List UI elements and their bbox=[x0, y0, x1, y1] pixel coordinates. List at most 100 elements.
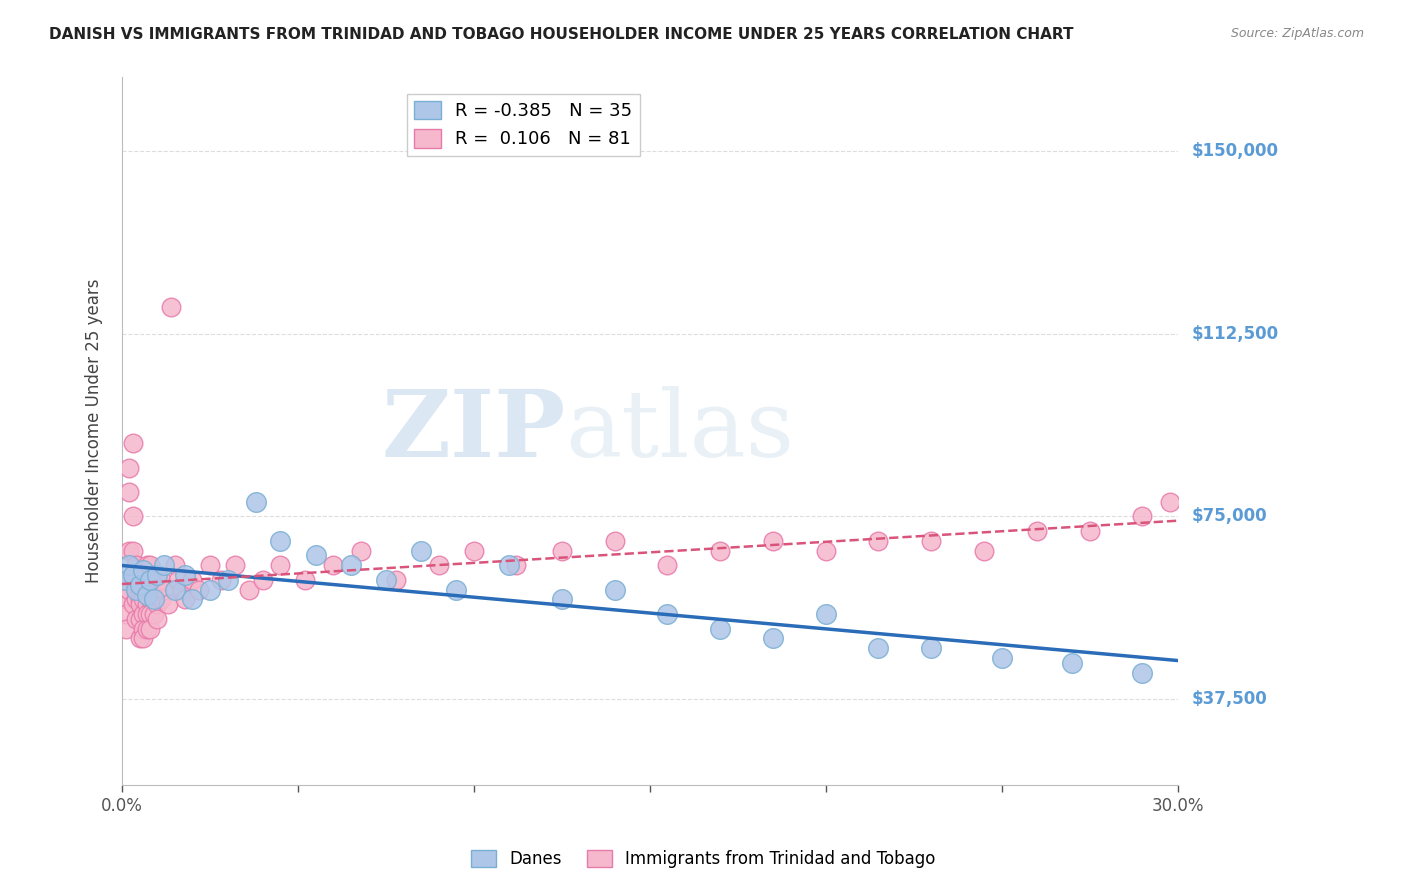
Point bbox=[294, 573, 316, 587]
Point bbox=[114, 592, 136, 607]
Point bbox=[174, 592, 197, 607]
Point bbox=[163, 558, 186, 573]
Point bbox=[118, 543, 141, 558]
Point bbox=[427, 558, 450, 573]
Point bbox=[114, 573, 136, 587]
Text: $75,000: $75,000 bbox=[1191, 508, 1267, 525]
Point bbox=[132, 592, 155, 607]
Legend: R = -0.385   N = 35, R =  0.106   N = 81: R = -0.385 N = 35, R = 0.106 N = 81 bbox=[406, 94, 640, 156]
Point bbox=[121, 568, 143, 582]
Point bbox=[146, 597, 169, 611]
Point bbox=[868, 533, 890, 548]
Point bbox=[135, 597, 157, 611]
Text: atlas: atlas bbox=[565, 386, 794, 476]
Point bbox=[167, 573, 190, 587]
Point bbox=[118, 460, 141, 475]
Point bbox=[146, 612, 169, 626]
Point bbox=[1025, 524, 1047, 538]
Point bbox=[135, 622, 157, 636]
Point bbox=[209, 573, 232, 587]
Point bbox=[146, 573, 169, 587]
Point bbox=[374, 573, 396, 587]
Point bbox=[322, 558, 344, 573]
Point bbox=[139, 573, 162, 587]
Point bbox=[170, 582, 193, 597]
Point bbox=[128, 568, 150, 582]
Point bbox=[709, 543, 731, 558]
Y-axis label: Householder Income Under 25 years: Householder Income Under 25 years bbox=[86, 279, 103, 583]
Legend: Danes, Immigrants from Trinidad and Tobago: Danes, Immigrants from Trinidad and Toba… bbox=[464, 843, 942, 875]
Point bbox=[125, 592, 148, 607]
Point bbox=[128, 632, 150, 646]
Text: Source: ZipAtlas.com: Source: ZipAtlas.com bbox=[1230, 27, 1364, 40]
Point bbox=[973, 543, 995, 558]
Text: $150,000: $150,000 bbox=[1191, 142, 1278, 160]
Point bbox=[118, 558, 141, 573]
Point bbox=[217, 573, 239, 587]
Point bbox=[238, 582, 260, 597]
Point bbox=[125, 582, 148, 597]
Point bbox=[339, 558, 361, 573]
Point bbox=[128, 597, 150, 611]
Point bbox=[135, 558, 157, 573]
Text: $112,500: $112,500 bbox=[1191, 325, 1278, 343]
Point bbox=[505, 558, 527, 573]
Point bbox=[603, 582, 626, 597]
Point bbox=[198, 582, 221, 597]
Point bbox=[142, 573, 165, 587]
Point bbox=[181, 592, 204, 607]
Point bbox=[224, 558, 246, 573]
Point bbox=[128, 578, 150, 592]
Point bbox=[149, 592, 172, 607]
Point bbox=[146, 568, 169, 582]
Point bbox=[153, 558, 176, 573]
Point bbox=[163, 582, 186, 597]
Point bbox=[409, 543, 432, 558]
Point bbox=[920, 641, 942, 656]
Point bbox=[269, 533, 291, 548]
Point bbox=[160, 300, 183, 314]
Point bbox=[153, 582, 176, 597]
Point bbox=[128, 612, 150, 626]
Text: ZIP: ZIP bbox=[381, 386, 565, 476]
Point bbox=[1159, 495, 1181, 509]
Point bbox=[1130, 665, 1153, 680]
Point bbox=[118, 485, 141, 500]
Point bbox=[139, 558, 162, 573]
Point bbox=[156, 597, 179, 611]
Point bbox=[551, 592, 574, 607]
Point bbox=[498, 558, 520, 573]
Point bbox=[657, 607, 679, 621]
Point bbox=[350, 543, 373, 558]
Point bbox=[385, 573, 408, 587]
Point bbox=[121, 509, 143, 524]
Point bbox=[132, 573, 155, 587]
Point bbox=[188, 582, 211, 597]
Point bbox=[920, 533, 942, 548]
Point bbox=[128, 592, 150, 607]
Point bbox=[132, 607, 155, 621]
Point bbox=[139, 622, 162, 636]
Point bbox=[132, 622, 155, 636]
Point bbox=[149, 573, 172, 587]
Point bbox=[603, 533, 626, 548]
Point bbox=[118, 582, 141, 597]
Point bbox=[657, 558, 679, 573]
Point bbox=[146, 582, 169, 597]
Point bbox=[121, 436, 143, 450]
Point bbox=[139, 573, 162, 587]
Point bbox=[142, 592, 165, 607]
Point bbox=[174, 568, 197, 582]
Point bbox=[135, 607, 157, 621]
Point bbox=[121, 543, 143, 558]
Text: $37,500: $37,500 bbox=[1191, 690, 1267, 708]
Point bbox=[868, 641, 890, 656]
Point bbox=[762, 632, 785, 646]
Point bbox=[446, 582, 468, 597]
Point bbox=[181, 573, 204, 587]
Point bbox=[1060, 656, 1083, 670]
Point bbox=[114, 622, 136, 636]
Point bbox=[1078, 524, 1101, 538]
Point bbox=[252, 573, 274, 587]
Point bbox=[551, 543, 574, 558]
